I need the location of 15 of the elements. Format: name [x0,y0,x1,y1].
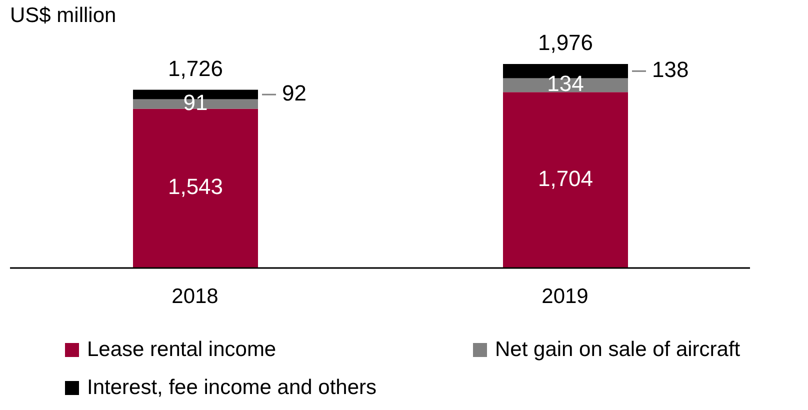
x-tick-label: 2019 [542,284,588,308]
data-label: 138 [652,56,689,82]
x-tick-label: 2018 [172,284,218,308]
y-axis-title: US$ million [10,4,116,28]
legend-label: Interest, fee income and others [87,376,376,400]
total-label: 1,976 [538,30,594,55]
bar [503,92,628,268]
total-label: 1,726 [168,56,224,81]
legend-label: Lease rental income [87,338,276,362]
legend-label: Net gain on sale of aircraft [495,338,740,362]
data-label: 1,543 [168,174,224,200]
data-label: 92 [282,80,306,106]
data-label: 134 [547,70,584,96]
bar [133,108,258,268]
data-label: 1,704 [538,166,594,191]
